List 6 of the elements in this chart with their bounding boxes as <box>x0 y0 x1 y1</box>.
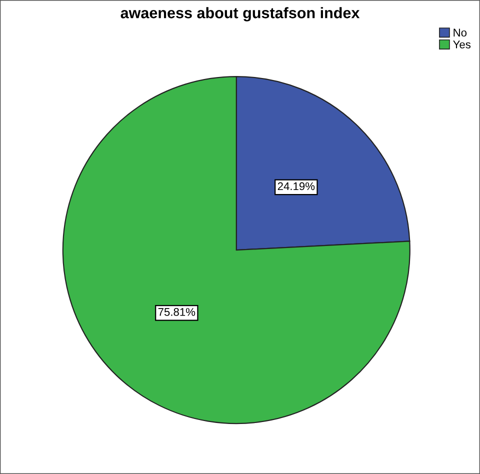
data-label: 75.81% <box>158 308 196 316</box>
data-label: 24.19% <box>278 182 315 190</box>
legend-label: No <box>454 28 467 37</box>
pie-slice <box>62 76 410 424</box>
legend-label: Yes <box>453 40 471 48</box>
chart-title: awaeness about gustafson index <box>120 7 360 22</box>
